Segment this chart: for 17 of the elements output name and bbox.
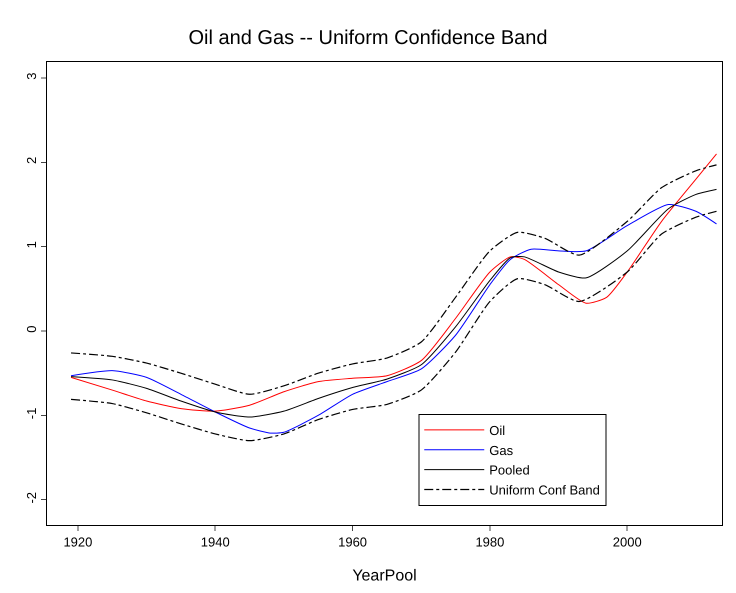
x-tick-label: 1940 [200,534,230,550]
y-tick-label: 1 [24,241,39,248]
legend-label: Uniform Conf Band [489,482,600,498]
y-tick-label: 2 [24,156,39,164]
y-tick-label: 3 [24,72,39,80]
legend-label: Gas [489,442,514,458]
legend-label: Oil [489,422,506,438]
x-tick-label: 1980 [475,534,504,550]
y-tick-label: 0 [24,325,39,333]
y-tick-label: -2 [24,492,39,504]
x-tick-label: 2000 [612,534,642,550]
x-axis-title: YearPool [352,567,417,584]
x-tick-label: 1960 [338,534,368,550]
x-tick-label: 1920 [63,534,92,550]
legend-label: Pooled [489,462,530,478]
chart-title: Oil and Gas -- Uniform Confidence Band [188,26,548,49]
y-tick-label: -1 [24,408,39,420]
